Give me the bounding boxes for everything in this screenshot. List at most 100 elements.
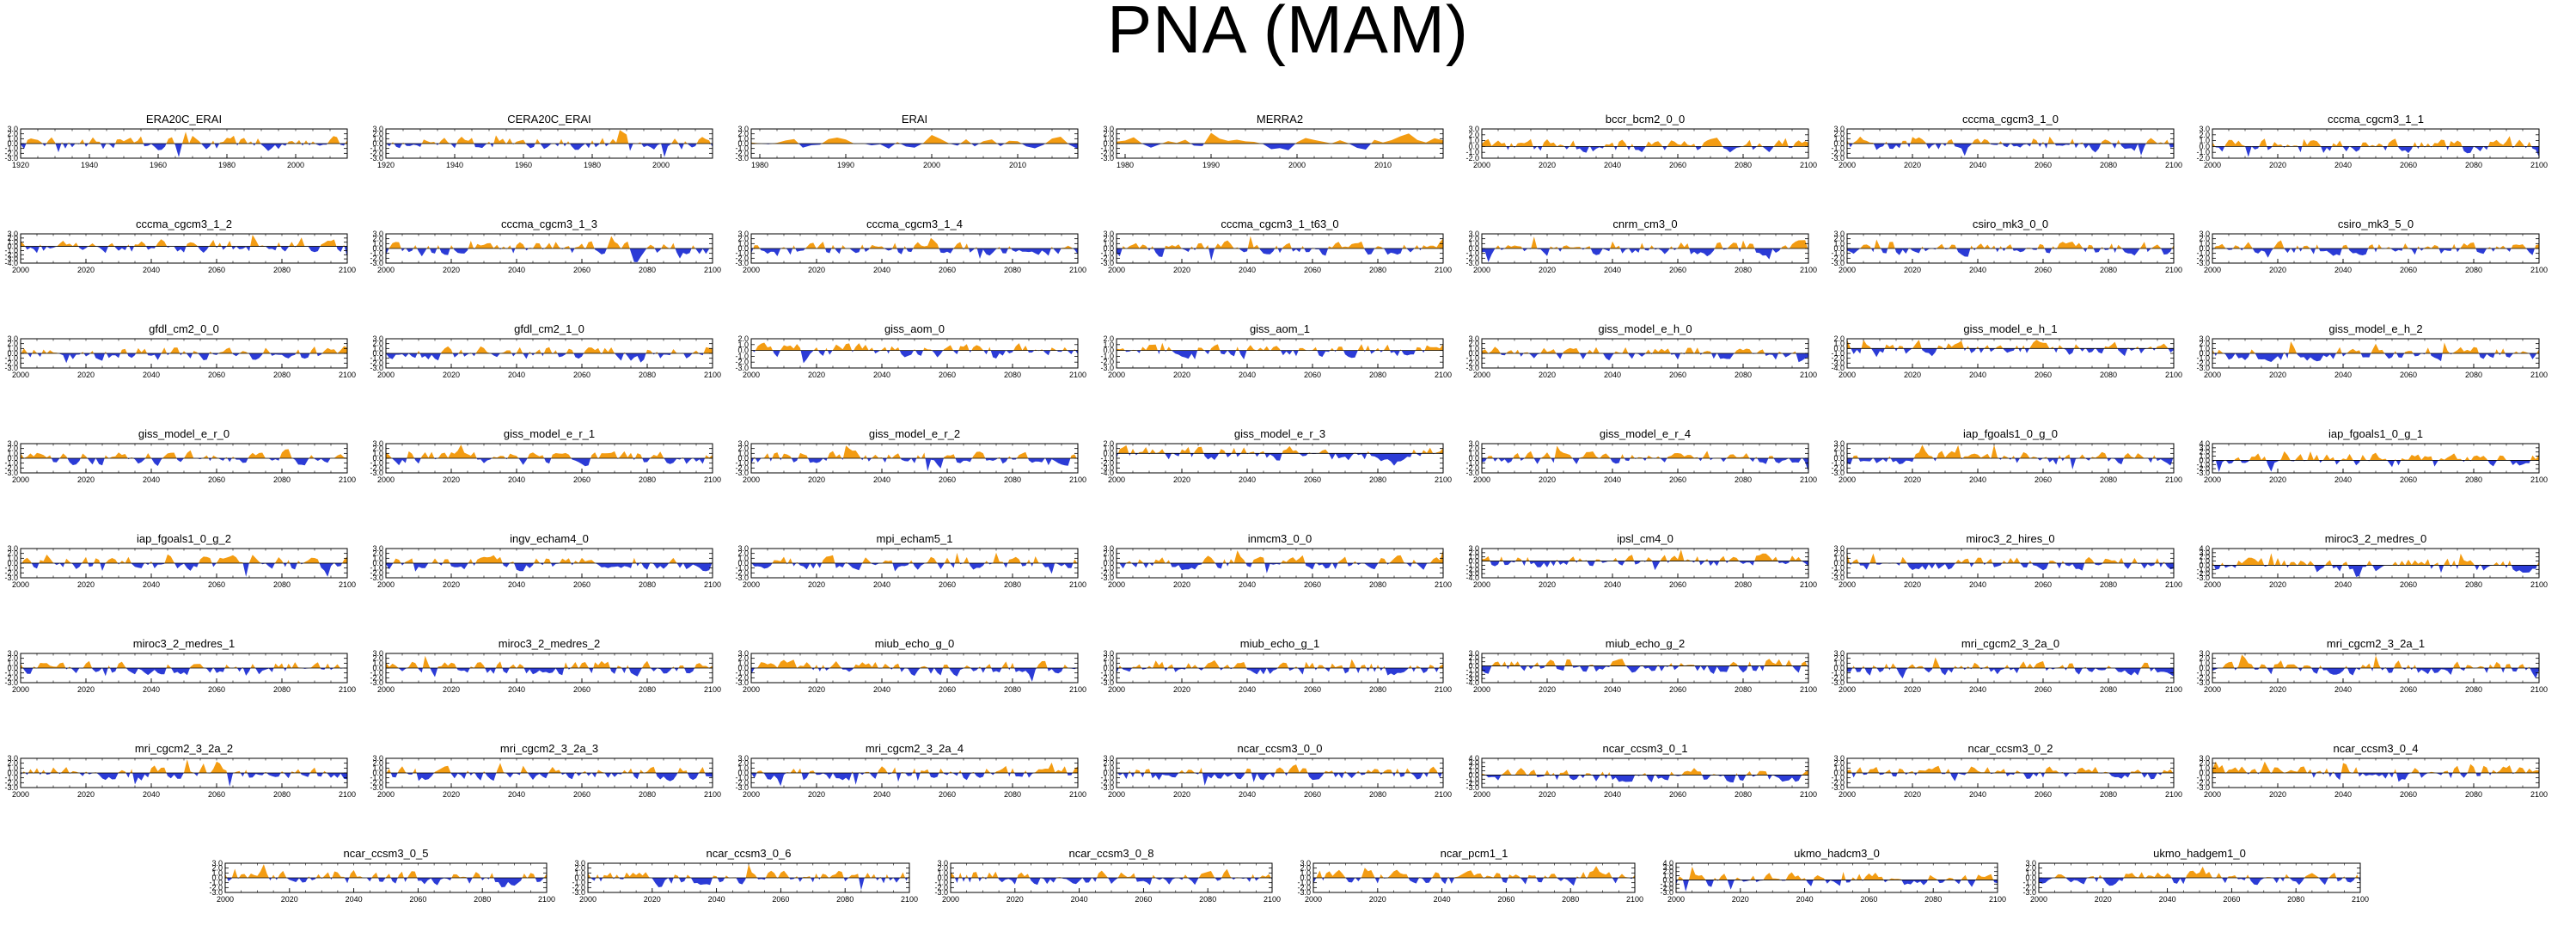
x-tick-label: 2040 — [1969, 161, 1986, 169]
x-tick-label: 2020 — [808, 371, 825, 379]
x-tick-label: 2000 — [942, 895, 959, 904]
panel-title: mri_cgcm2_3_2a_4 — [866, 742, 964, 755]
y-tick-label: -3.0 — [1831, 259, 1845, 267]
y-tick-label: 1.0 — [1833, 659, 1845, 667]
y-tick-label: -3.0 — [2196, 783, 2210, 792]
y-tick-label: -3.0 — [370, 783, 383, 792]
panel-iap-fgoals1-0-g-1: iap_fgoals1_0_g_1 -3.0-2.0-1.00.01.02.03.… — [2196, 427, 2548, 484]
y-tick-label: 1.0 — [2199, 557, 2210, 566]
y-tick-label: -3.0 — [735, 364, 749, 372]
x-tick-label: 2000 — [1473, 371, 1490, 379]
positive-area — [1847, 340, 2169, 349]
x-tick-label: 2000 — [1288, 161, 1306, 169]
y-tick-label: 1.0 — [1468, 344, 1479, 353]
negative-area — [1117, 773, 1442, 786]
positive-area — [225, 864, 547, 878]
negative-area — [1851, 348, 2174, 358]
y-tick-label: 1.0 — [372, 659, 383, 667]
y-tick-label: -2.0 — [1831, 149, 1845, 157]
x-tick-label: 2100 — [2165, 685, 2182, 694]
y-tick-label: -3.0 — [1831, 573, 1845, 582]
panel-title: giss_model_e_r_4 — [1600, 427, 1691, 440]
positive-area — [389, 236, 713, 248]
x-tick-label: 2040 — [508, 266, 525, 274]
y-tick-label: -1.0 — [1100, 564, 1114, 573]
x-tick-label: 2020 — [1904, 266, 1921, 274]
positive-area — [21, 449, 347, 458]
x-tick-label: 2000 — [1108, 475, 1125, 484]
panel-title: ncar_ccsm3_0_6 — [707, 847, 792, 860]
y-tick-label: -1.0 — [370, 354, 383, 363]
x-tick-label: 2100 — [1069, 266, 1086, 274]
y-tick-label: -2.0 — [4, 149, 18, 157]
x-tick-label: 2100 — [1800, 790, 1817, 799]
y-tick-label: 1.0 — [2025, 868, 2036, 877]
y-tick-label: 4.0 — [1662, 859, 1673, 868]
y-tick-label: 1.0 — [1468, 239, 1479, 248]
x-tick-label: 2020 — [808, 475, 825, 484]
x-tick-label: 2100 — [704, 685, 721, 694]
y-tick-label: -2.0 — [2196, 673, 2210, 682]
x-tick-label: 2100 — [1800, 266, 1817, 274]
panel-mri-cgcm2-3-2a-4: mri_cgcm2_3_2a_4 -3.0-2.0-1.00.01.02.03.0… — [735, 742, 1086, 799]
y-tick-label: -3.0 — [4, 364, 18, 372]
x-tick-label: 2020 — [1007, 895, 1024, 904]
x-tick-label: 2040 — [508, 580, 525, 589]
x-tick-label: 2000 — [377, 685, 395, 694]
positive-area — [2213, 240, 2539, 248]
x-tick-label: 2000 — [1473, 580, 1490, 589]
x-tick-label: 2060 — [208, 685, 225, 694]
y-tick-label: -1.0 — [370, 774, 383, 782]
y-tick-label: 1.0 — [737, 134, 749, 143]
x-tick-label: 2100 — [1800, 161, 1817, 169]
y-tick-label: 0.0 — [737, 454, 749, 463]
x-tick-label: 2080 — [1369, 371, 1386, 379]
y-tick-label: -3.0 — [1100, 463, 1114, 472]
x-tick-label: 2020 — [1904, 371, 1921, 379]
x-tick-label: 2040 — [708, 895, 725, 904]
y-tick-label: 1.0 — [7, 238, 18, 247]
x-tick-label: 2020 — [1904, 580, 1921, 589]
y-tick-label: 0.0 — [2199, 244, 2210, 253]
y-tick-label: 3.0 — [937, 859, 948, 868]
y-tick-label: 0.0 — [372, 349, 383, 358]
y-tick-label: -1.0 — [1465, 249, 1479, 258]
y-tick-label: -1.0 — [4, 564, 18, 573]
y-tick-label: -1.0 — [1465, 775, 1479, 783]
x-tick-label: 2060 — [573, 475, 590, 484]
x-tick-label: 2080 — [2100, 580, 2117, 589]
panel-csiro-mk3-5-0: csiro_mk3_5_0 -3.0-2.0-1.00.01.02.03.0 200… — [2196, 218, 2548, 274]
x-tick-label: 2080 — [639, 475, 656, 484]
y-tick-label: -3.0 — [735, 259, 749, 267]
x-tick-label: 2000 — [2204, 266, 2221, 274]
x-tick-label: 2080 — [1735, 371, 1752, 379]
negative-area — [1482, 458, 1808, 472]
positive-area — [26, 132, 348, 144]
y-tick-label: 1.0 — [737, 239, 749, 248]
y-tick-label: 1.0 — [937, 868, 948, 877]
y-tick-label: 2.0 — [1103, 549, 1114, 558]
x-tick-label: 2100 — [2530, 790, 2548, 799]
y-tick-label: 2.0 — [1103, 439, 1114, 448]
y-tick-label: 1.0 — [7, 344, 18, 353]
x-tick-label: 2000 — [377, 266, 395, 274]
y-tick-label: 2.0 — [1300, 864, 1311, 873]
positive-area — [1117, 764, 1443, 773]
positive-area — [1482, 768, 1808, 776]
panel-title: ncar_ccsm3_0_5 — [344, 847, 429, 860]
y-tick-label: -2.0 — [1831, 568, 1845, 577]
negative-area — [2215, 146, 2539, 157]
panel-title: miroc3_2_medres_2 — [499, 637, 601, 650]
x-tick-label: 2040 — [873, 580, 890, 589]
panel-title: cccma_cgcm3_1_2 — [136, 218, 232, 230]
x-tick-label: 2100 — [1069, 371, 1086, 379]
negative-area — [2224, 773, 2526, 782]
x-tick-label: 2080 — [2465, 371, 2482, 379]
x-tick-label: 1960 — [515, 161, 532, 169]
y-tick-label: -3.0 — [1100, 678, 1114, 687]
negative-area — [2039, 878, 2360, 886]
y-tick-label: -3.0 — [572, 888, 585, 897]
y-tick-label: -3.0 — [735, 469, 749, 477]
x-tick-label: 2080 — [2100, 371, 2117, 379]
panel-cccma-cgcm3-1-0: cccma_cgcm3_1_0 -3.0-2.0-1.00.01.02.03.0 2… — [1831, 113, 2182, 169]
